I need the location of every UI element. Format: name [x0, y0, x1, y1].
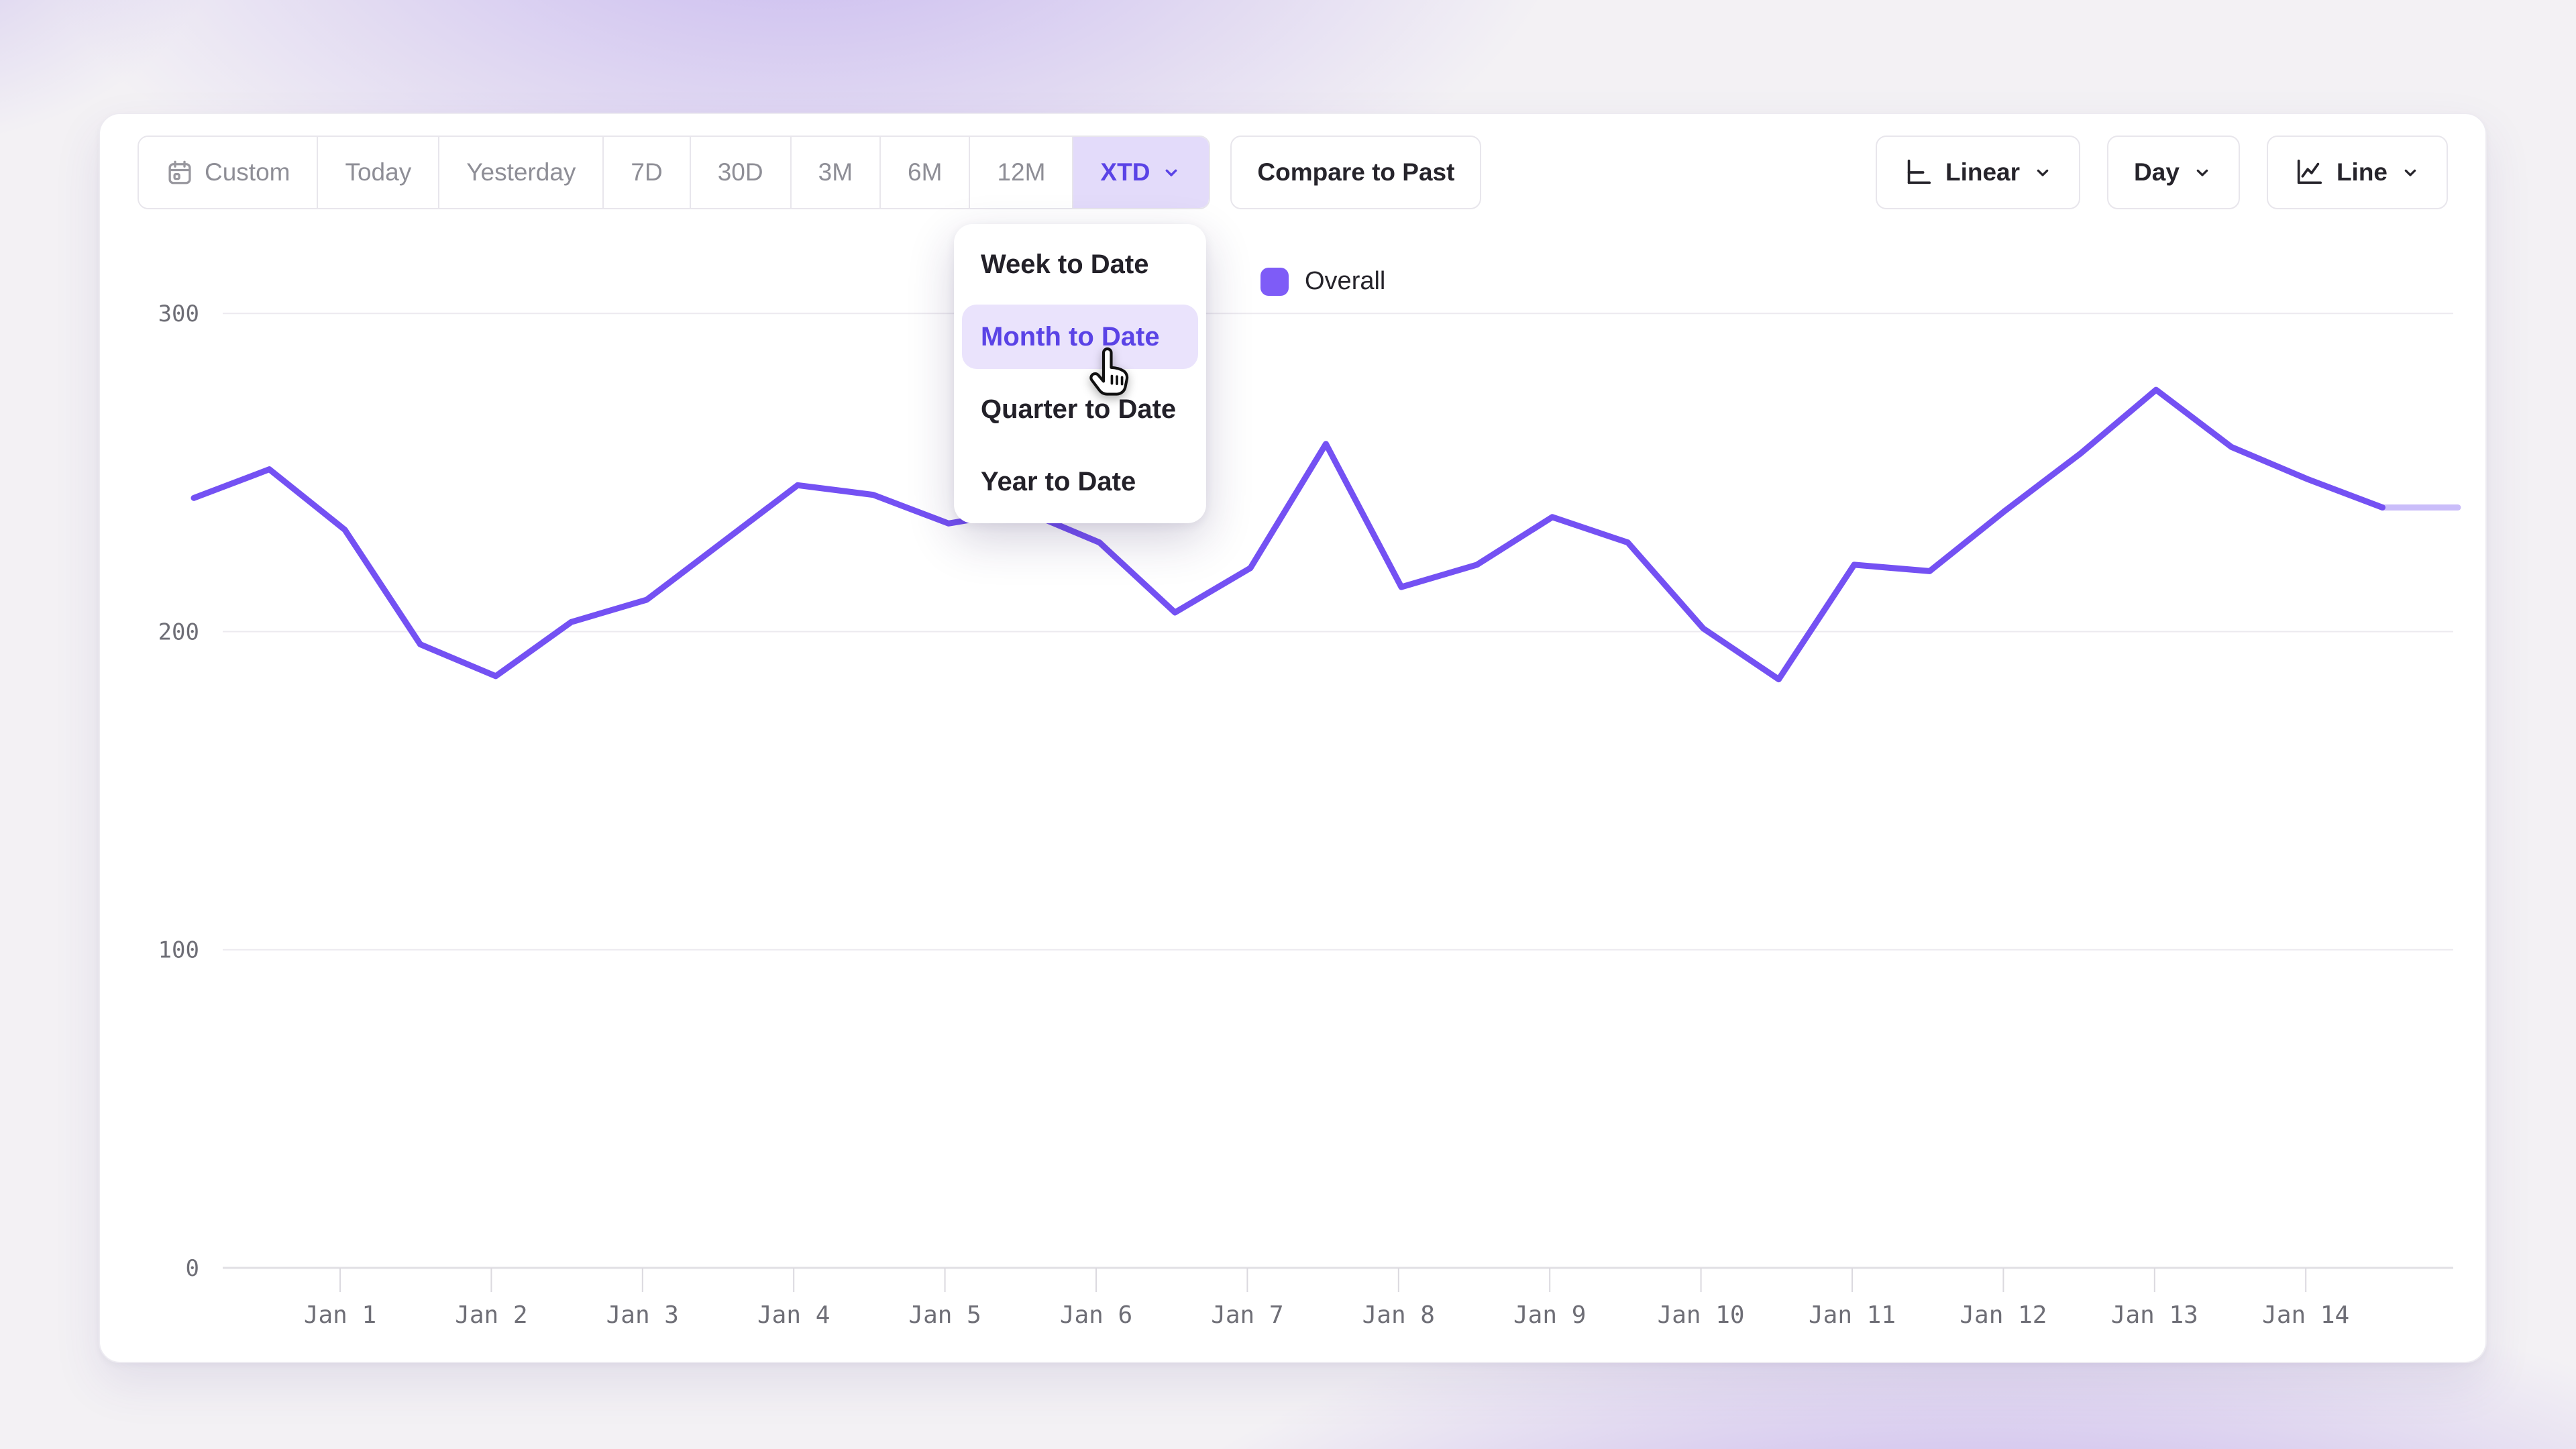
range-button-yesterday[interactable]: Yesterday	[439, 137, 604, 208]
x-axis-label: Jan 12	[1960, 1301, 2047, 1329]
chart-legend: Overall	[1260, 267, 1385, 296]
range-button-label: 3M	[818, 158, 853, 186]
y-axis-label: 200	[158, 619, 199, 645]
overall-series-line	[191, 386, 2385, 683]
x-axis-label: Jan 8	[1362, 1301, 1435, 1329]
granularity-dropdown-button[interactable]: Day	[2107, 136, 2240, 209]
x-axis-label: Jan 2	[455, 1301, 527, 1329]
axis-linear-icon	[1907, 159, 1931, 184]
range-button-6m[interactable]: 6M	[881, 137, 971, 208]
range-button-30d[interactable]: 30D	[690, 137, 792, 208]
x-axis-label: Jan 14	[2262, 1301, 2349, 1329]
x-axis-label: Jan 5	[908, 1301, 981, 1329]
chevron-down-icon	[2196, 169, 2208, 176]
y-axis-label: 100	[158, 937, 199, 964]
granularity-dropdown-label: Day	[2134, 158, 2180, 186]
range-button-label: Custom	[205, 158, 290, 186]
chart-type-dropdown-button[interactable]: Line	[2266, 136, 2448, 209]
x-axis-label: Jan 10	[1658, 1301, 1745, 1329]
menu-item-week-to-date[interactable]: Week to Date	[962, 232, 1198, 297]
x-axis-label: Jan 1	[304, 1301, 376, 1329]
x-axis-label: Jan 9	[1513, 1301, 1586, 1329]
range-button-label: XTD	[1100, 158, 1150, 186]
x-axis: Jan 1 Jan 2 Jan 3 Jan 4 Jan 5 Jan 6 Jan 7 Jan 8…	[304, 1268, 2349, 1329]
x-axis-label: Jan 3	[606, 1301, 679, 1329]
line-chart: 0 100 200 300 Jan 1 Jan 2 Jan 3 Jan 4 Jan 5 Jan 6…	[158, 301, 2461, 1329]
scale-dropdown-button[interactable]: Linear	[1876, 136, 2081, 209]
calendar-icon	[168, 160, 191, 184]
chevron-down-icon	[1166, 169, 1177, 176]
scale-dropdown-label: Linear	[1945, 158, 2021, 186]
x-axis-label: Jan 7	[1211, 1301, 1283, 1329]
x-axis-label: Jan 11	[1809, 1301, 1896, 1329]
analytics-card: Custom Today Yesterday 7D 30D 3M 6M 12M XTD Comp…	[99, 113, 2487, 1363]
range-button-7d[interactable]: 7D	[604, 137, 691, 208]
gridlines: 0 100 200 300	[158, 301, 2453, 1282]
date-range-group: Custom Today Yesterday 7D 30D 3M 6M 12M XTD	[138, 136, 1211, 209]
range-button-3m[interactable]: 3M	[791, 137, 881, 208]
toolbar: Custom Today Yesterday 7D 30D 3M 6M 12M XTD Comp…	[138, 136, 2448, 209]
legend-label: Overall	[1305, 267, 1386, 295]
x-axis-label: Jan 13	[2111, 1301, 2198, 1329]
range-button-label: Today	[345, 158, 412, 186]
y-axis-label: 300	[158, 301, 199, 327]
range-button-xtd[interactable]: XTD	[1073, 137, 1210, 208]
menu-item-month-to-date[interactable]: Month to Date	[962, 305, 1198, 369]
line-chart-icon	[2297, 159, 2322, 184]
chevron-down-icon	[2037, 169, 2049, 176]
range-button-label: Yesterday	[466, 158, 576, 186]
menu-item-quarter-to-date[interactable]: Quarter to Date	[962, 377, 1198, 441]
chart-type-dropdown-label: Line	[2336, 158, 2387, 186]
range-button-label: 12M	[997, 158, 1046, 186]
range-button-custom[interactable]: Custom	[139, 137, 319, 208]
range-button-today[interactable]: Today	[318, 137, 440, 208]
date-range-dropdown-menu: Week to Date Month to Date Quarter to Date…	[954, 224, 1206, 523]
range-button-label: 7D	[631, 158, 663, 186]
menu-item-year-to-date[interactable]: Year to Date	[962, 449, 1198, 514]
mouse-cursor-pointer	[1089, 347, 1129, 396]
range-button-label: 30D	[717, 158, 763, 186]
range-button-label: 6M	[908, 158, 943, 186]
range-button-12m[interactable]: 12M	[970, 137, 1074, 208]
legend-swatch	[1260, 267, 1289, 296]
x-axis-label: Jan 6	[1060, 1301, 1132, 1329]
y-axis-label: 0	[186, 1255, 199, 1282]
x-axis-label: Jan 4	[757, 1301, 830, 1329]
compare-to-past-button[interactable]: Compare to Past	[1230, 136, 1482, 209]
chevron-down-icon	[2404, 169, 2416, 176]
